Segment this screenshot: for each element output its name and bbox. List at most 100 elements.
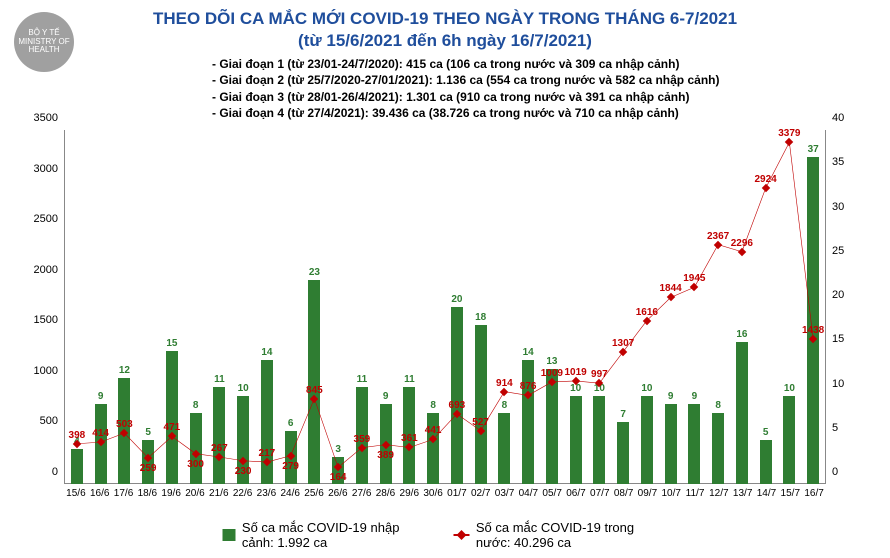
- legend: Số ca mắc COVID-19 nhập cảnh: 1.992 ca S…: [223, 520, 668, 550]
- x-tick-label: 30/6: [423, 488, 442, 499]
- line-value-label: 217: [259, 448, 276, 459]
- y-axis-left: 0500100015002000250030003500: [14, 130, 62, 484]
- x-tick-label: 16/7: [804, 488, 823, 499]
- x-tick-label: 23/6: [257, 488, 276, 499]
- title-line-2: (từ 15/6/2021 đến 6h ngày 16/7/2021): [12, 30, 878, 52]
- line-value-label: 441: [425, 425, 442, 436]
- line-value-label: 389: [377, 450, 394, 461]
- legend-line-label: Số ca mắc COVID-19 trong nước: 40.296 ca: [476, 520, 668, 550]
- line-value-label: 1307: [612, 338, 634, 349]
- y-left-tick: 2500: [34, 213, 58, 225]
- line-value-label: 845: [306, 385, 323, 396]
- line-value-label: 230: [235, 466, 252, 477]
- y-right-tick: 25: [832, 245, 844, 257]
- trend-line: [77, 142, 813, 467]
- y-left-tick: 2000: [34, 264, 58, 276]
- title-line-1: THEO DÕI CA MẮC MỚI COVID-19 THEO NGÀY T…: [12, 8, 878, 30]
- legend-bar: Số ca mắc COVID-19 nhập cảnh: 1.992 ca: [223, 520, 426, 550]
- line-value-label: 279: [282, 461, 299, 472]
- line-value-label: 2924: [755, 174, 777, 185]
- x-axis-labels: 15/6 16/6 17/6 18/6 19/6 20/6 21/6 22/6 23/6 24/6…: [64, 486, 826, 520]
- line-value-label: 527: [472, 417, 489, 428]
- line-value-label: 2367: [707, 231, 729, 242]
- line-value-label: 693: [449, 400, 466, 411]
- x-tick-label: 13/7: [733, 488, 752, 499]
- x-tick-label: 09/7: [638, 488, 657, 499]
- x-tick-label: 21/6: [209, 488, 228, 499]
- x-tick-label: 27/6: [352, 488, 371, 499]
- phase-line: - Giai đoạn 2 (từ 25/7/2020-27/01/2021):…: [212, 72, 878, 88]
- line-value-label: 267: [211, 443, 228, 454]
- phase-summary: - Giai đoạn 1 (từ 23/01-24/7/2020): 415 …: [212, 56, 878, 121]
- line-value-label: 1009: [541, 368, 563, 379]
- x-tick-label: 06/7: [566, 488, 585, 499]
- x-tick-label: 17/6: [114, 488, 133, 499]
- chart: 0500100015002000250030003500 05101520253…: [14, 130, 876, 520]
- logo-text: BỘ Y TẾ MINISTRY OF HEALTH: [14, 29, 74, 55]
- y-left-tick: 1500: [34, 314, 58, 326]
- x-tick-label: 07/7: [590, 488, 609, 499]
- phase-line: - Giai đoạn 4 (từ 27/4/2021): 39.436 ca …: [212, 105, 878, 121]
- y-left-tick: 500: [40, 415, 58, 427]
- x-tick-label: 10/7: [661, 488, 680, 499]
- line-value-label: 1616: [636, 307, 658, 318]
- y-right-tick: 30: [832, 201, 844, 213]
- plot-area: 4912515811101462331191182018814131010710…: [64, 130, 826, 484]
- y-right-tick: 0: [832, 466, 838, 478]
- legend-line-swatch: [453, 534, 469, 536]
- line-value-label: 300: [187, 459, 204, 470]
- chart-title: THEO DÕI CA MẮC MỚI COVID-19 THEO NGÀY T…: [12, 8, 878, 52]
- x-tick-label: 18/6: [138, 488, 157, 499]
- y-left-tick: 1000: [34, 365, 58, 377]
- x-tick-label: 11/7: [686, 488, 705, 499]
- y-right-tick: 35: [832, 156, 844, 168]
- legend-bar-label: Số ca mắc COVID-19 nhập cảnh: 1.992 ca: [242, 520, 426, 550]
- line-value-label: 1019: [565, 367, 587, 378]
- y-right-tick: 40: [832, 112, 844, 124]
- line-value-label: 398: [69, 430, 86, 441]
- x-tick-label: 25/6: [304, 488, 323, 499]
- line-value-label: 1844: [660, 283, 682, 294]
- x-tick-label: 16/6: [90, 488, 109, 499]
- line-value-label: 359: [354, 434, 371, 445]
- x-tick-label: 05/7: [542, 488, 561, 499]
- x-tick-label: 20/6: [185, 488, 204, 499]
- line-value-label: 876: [520, 381, 537, 392]
- y-axis-right: 0510152025303540: [828, 130, 876, 484]
- y-right-tick: 20: [832, 289, 844, 301]
- line-value-label: 3379: [778, 128, 800, 139]
- line-value-label: 2296: [731, 238, 753, 249]
- x-tick-label: 01/7: [447, 488, 466, 499]
- legend-bar-swatch: [223, 529, 236, 541]
- ministry-logo: BỘ Y TẾ MINISTRY OF HEALTH: [14, 12, 74, 72]
- x-tick-label: 26/6: [328, 488, 347, 499]
- x-tick-label: 15/6: [66, 488, 85, 499]
- x-tick-label: 15/7: [781, 488, 800, 499]
- phase-line: - Giai đoạn 1 (từ 23/01-24/7/2020): 415 …: [212, 56, 878, 72]
- line-value-label: 1945: [683, 273, 705, 284]
- line-value-label: 164: [330, 472, 347, 483]
- y-right-tick: 10: [832, 378, 844, 390]
- line-value-label: 503: [116, 419, 133, 430]
- x-tick-label: 03/7: [495, 488, 514, 499]
- x-tick-label: 19/6: [161, 488, 180, 499]
- line-value-label: 361: [401, 433, 418, 444]
- y-right-tick: 15: [832, 333, 844, 345]
- line-value-label: 914: [496, 378, 513, 389]
- line-value-label: 414: [92, 428, 109, 439]
- x-tick-label: 28/6: [376, 488, 395, 499]
- x-tick-label: 24/6: [280, 488, 299, 499]
- line-value-label: 997: [591, 369, 608, 380]
- phase-line: - Giai đoạn 3 (từ 28/01-26/4/2021): 1.30…: [212, 89, 878, 105]
- x-tick-label: 14/7: [757, 488, 776, 499]
- x-tick-label: 08/7: [614, 488, 633, 499]
- line-value-label: 471: [164, 422, 181, 433]
- y-left-tick: 3000: [34, 163, 58, 175]
- x-tick-label: 02/7: [471, 488, 490, 499]
- x-tick-label: 29/6: [400, 488, 419, 499]
- x-tick-label: 12/7: [709, 488, 728, 499]
- x-tick-label: 04/7: [519, 488, 538, 499]
- x-tick-label: 22/6: [233, 488, 252, 499]
- y-left-tick: 3500: [34, 112, 58, 124]
- legend-line: Số ca mắc COVID-19 trong nước: 40.296 ca: [453, 520, 667, 550]
